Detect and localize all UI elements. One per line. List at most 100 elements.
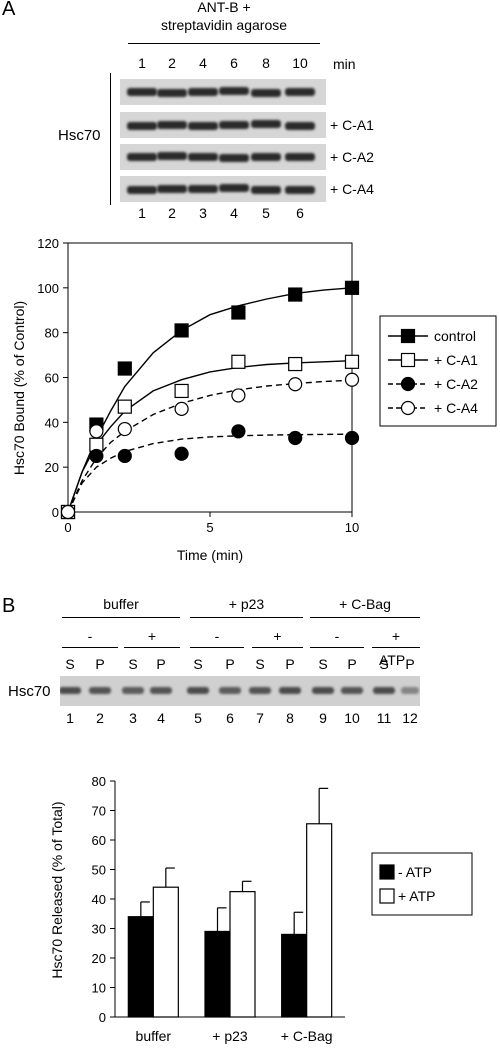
sp-label: S — [128, 656, 138, 672]
legend-label: control — [434, 328, 476, 344]
legend-marker — [400, 376, 416, 392]
y-tick-label: 10 — [92, 981, 106, 996]
blot-band — [219, 87, 249, 95]
blot-band — [127, 153, 157, 161]
series-line-0 — [67, 287, 353, 513]
line-chart-plot-frame — [67, 242, 353, 513]
sp-label: S — [255, 656, 265, 672]
atp-sign: - — [334, 628, 340, 644]
data-point — [231, 424, 246, 439]
blot-band — [150, 687, 172, 694]
blot-band — [251, 186, 281, 194]
data-point — [288, 356, 303, 372]
line-chart-x-axis-label: Time (min) — [177, 547, 243, 563]
panel-a-header-rule — [128, 43, 320, 44]
data-point — [231, 388, 246, 403]
data-point — [117, 448, 132, 464]
legend-label: + ATP — [398, 888, 435, 904]
atp-rule — [62, 647, 118, 648]
legend-label: + C-A4 — [434, 400, 478, 416]
x-tick-label: 0 — [64, 520, 71, 535]
legend-swatch — [379, 864, 395, 880]
legend-label: + C-A1 — [434, 352, 478, 368]
blot-band — [127, 186, 157, 194]
time-label: 1 — [138, 55, 146, 71]
blot-row-label: + C-A2 — [330, 149, 374, 165]
lane-number: 7 — [256, 710, 264, 726]
sp-label: P — [156, 656, 166, 672]
line-chart-y-axis-label: Hsc70 Bound (% of Control) — [11, 301, 27, 475]
data-point — [288, 377, 303, 392]
lane-number: 3 — [129, 710, 137, 726]
blot-band — [341, 687, 363, 694]
binding-kinetics-line-chart: Hsc70 Bound (% of Control) Time (min) 0 2… — [11, 236, 497, 563]
data-point — [288, 430, 303, 446]
data-point — [174, 401, 189, 416]
atp-rule — [190, 647, 244, 648]
atp-sign: + — [391, 628, 401, 644]
panel-a-time-unit: min — [333, 56, 356, 72]
blot-band — [219, 154, 249, 162]
blot-band — [157, 185, 187, 193]
atp-rule — [124, 647, 180, 648]
legend-marker — [400, 400, 416, 416]
blot-band — [60, 687, 81, 694]
blot-band — [285, 153, 315, 161]
blot-band — [187, 687, 209, 694]
group-label: buffer — [103, 596, 139, 612]
blot-band — [157, 89, 187, 97]
y-tick-label: 40 — [45, 415, 59, 430]
blot-band — [312, 687, 334, 694]
group-label: + p23 — [228, 596, 265, 612]
data-point — [288, 287, 303, 302]
time-label: 8 — [262, 55, 270, 71]
lane-number: 4 — [157, 710, 165, 726]
bar — [127, 916, 154, 1018]
bar — [281, 933, 308, 1018]
panel-a-blot-bracket — [110, 73, 111, 205]
bar — [152, 886, 179, 1018]
panel-a-time-labels: 1 2 4 6 8 10 — [0, 55, 500, 75]
time-label: 4 — [199, 55, 207, 71]
data-point — [174, 383, 189, 399]
lane-number: 10 — [344, 710, 360, 726]
blot-band — [127, 88, 157, 96]
group-rule — [190, 617, 303, 618]
sp-label: P — [347, 656, 357, 672]
blot-strip — [60, 676, 420, 706]
data-point — [231, 305, 246, 320]
time-label: 10 — [292, 55, 308, 71]
panel-b-blot-label: Hsc70 — [8, 683, 51, 700]
blot-band — [122, 687, 144, 694]
time-label: 2 — [168, 55, 176, 71]
x-tick-label: 10 — [345, 520, 359, 535]
blot-band — [89, 687, 111, 694]
sp-label: P — [285, 656, 295, 672]
blot-band — [285, 122, 315, 130]
data-point — [117, 399, 132, 414]
bar — [306, 823, 333, 1018]
lane-number: 6 — [226, 710, 234, 726]
atp-rule — [252, 647, 303, 648]
legend-label: + C-A2 — [434, 376, 478, 392]
legend-marker — [400, 352, 416, 368]
blot-band — [219, 687, 241, 694]
y-tick-label: 60 — [92, 833, 106, 848]
group-rule — [62, 617, 180, 618]
atp-sign: + — [273, 628, 282, 644]
y-tick-label: 0 — [99, 1010, 106, 1025]
y-tick-label: 80 — [92, 774, 106, 789]
y-tick-label: 0 — [52, 505, 59, 520]
atp-rule — [372, 647, 420, 648]
bar — [204, 930, 231, 1018]
blot-band — [188, 185, 218, 193]
y-tick-label: 100 — [37, 281, 59, 296]
sp-label: S — [193, 656, 203, 672]
sp-label: S — [65, 656, 75, 672]
lane-number: 6 — [296, 205, 304, 221]
panel-a-lane-numbers: 1 2 3 4 5 6 — [0, 205, 500, 225]
blot-band — [401, 687, 419, 694]
x-tick-label: 5 — [206, 520, 213, 535]
blot-strip — [120, 112, 326, 138]
blot-row-label: + C-A4 — [330, 181, 374, 197]
